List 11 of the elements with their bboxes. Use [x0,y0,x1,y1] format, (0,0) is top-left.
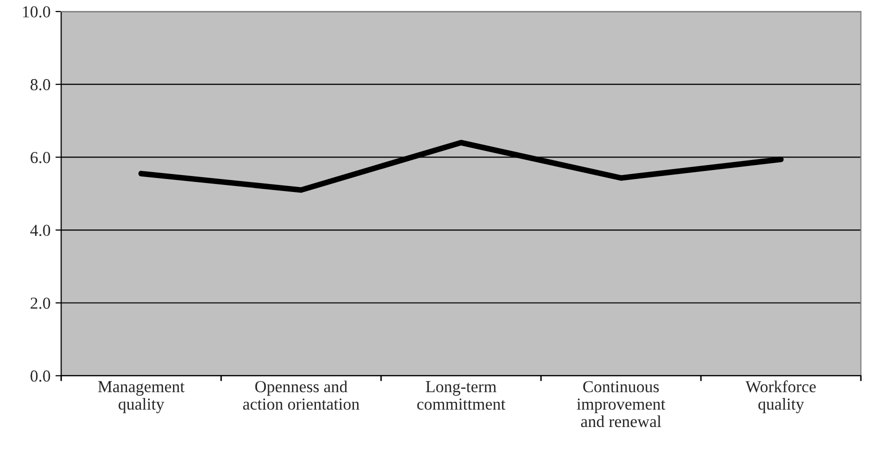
y-tick-label: 2.0 [30,298,50,309]
x-tick-label: Continuous improvement and renewal [576,381,666,428]
x-tick-label: Long-term committment [417,381,506,410]
y-tick-label: 8.0 [30,79,50,90]
y-tick-label: 4.0 [30,224,50,236]
y-tick-label: 0.0 [30,370,50,382]
x-tick-label: Workforce quality [746,380,816,414]
y-tick-label: 10.0 [23,6,50,18]
x-tick-label: Openness and action orientation [243,380,360,410]
y-tick-label: 6.0 [30,152,50,164]
x-tick-label: Management quality [98,381,185,414]
